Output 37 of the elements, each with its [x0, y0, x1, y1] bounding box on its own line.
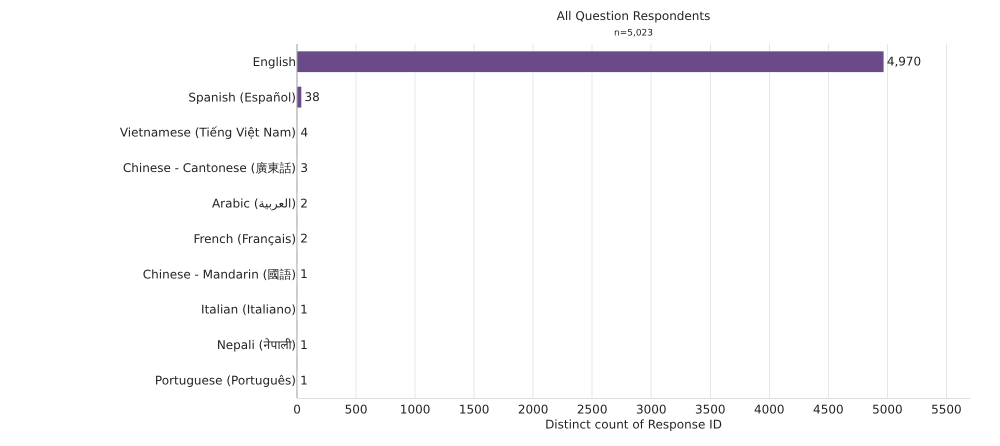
data-label: 38 [304, 90, 320, 104]
x-tick-label: 0 [293, 402, 301, 416]
y-tick-label: Italian (Italiano) [201, 302, 296, 317]
bar [297, 86, 302, 108]
x-tick-label: 2000 [518, 402, 548, 416]
x-tick-label: 500 [344, 402, 368, 416]
y-tick-label: Chinese - Mandarin (國語) [142, 267, 296, 282]
data-label: 1 [300, 302, 308, 316]
data-label: 4,970 [886, 54, 922, 69]
y-tick-label: English [252, 54, 296, 69]
x-axis-title: Distinct count of Response ID [545, 417, 722, 432]
data-label: 2 [300, 232, 308, 246]
x-tick-label: 5500 [931, 402, 962, 416]
y-tick-label: Nepali (नेपाली) [216, 338, 296, 352]
chart-title: All Question Respondents [556, 9, 710, 24]
data-label: 2 [300, 196, 308, 210]
x-tick-label: 1500 [458, 402, 490, 416]
data-label: 1 [300, 267, 308, 282]
x-tick-label: 3000 [636, 402, 666, 416]
y-tick-label: French (Français) [193, 232, 296, 246]
y-tick-label: Arabic (العربية) [212, 196, 296, 210]
data-label: 1 [300, 338, 308, 352]
data-label: 1 [300, 373, 308, 388]
x-tick-label: 5000 [872, 402, 903, 416]
y-tick-label: Spanish (Español) [188, 90, 296, 104]
y-tick-label: Vietnamese (Tiếng Việt Nam) [120, 126, 296, 140]
data-label: 4 [300, 126, 308, 140]
chart-subtitle: n=5,023 [614, 28, 654, 39]
x-tick-label: 2500 [576, 402, 608, 416]
x-tick-label: 3500 [694, 402, 726, 416]
data-label: 3 [300, 160, 308, 175]
bar [297, 50, 884, 73]
x-tick-label: 1000 [400, 402, 430, 416]
y-tick-label: Chinese - Cantonese (廣東話) [122, 161, 296, 176]
x-tick-label: 4500 [813, 402, 844, 416]
x-tick-label: 4000 [754, 402, 785, 416]
y-tick-label: Portuguese (Português) [154, 374, 296, 388]
